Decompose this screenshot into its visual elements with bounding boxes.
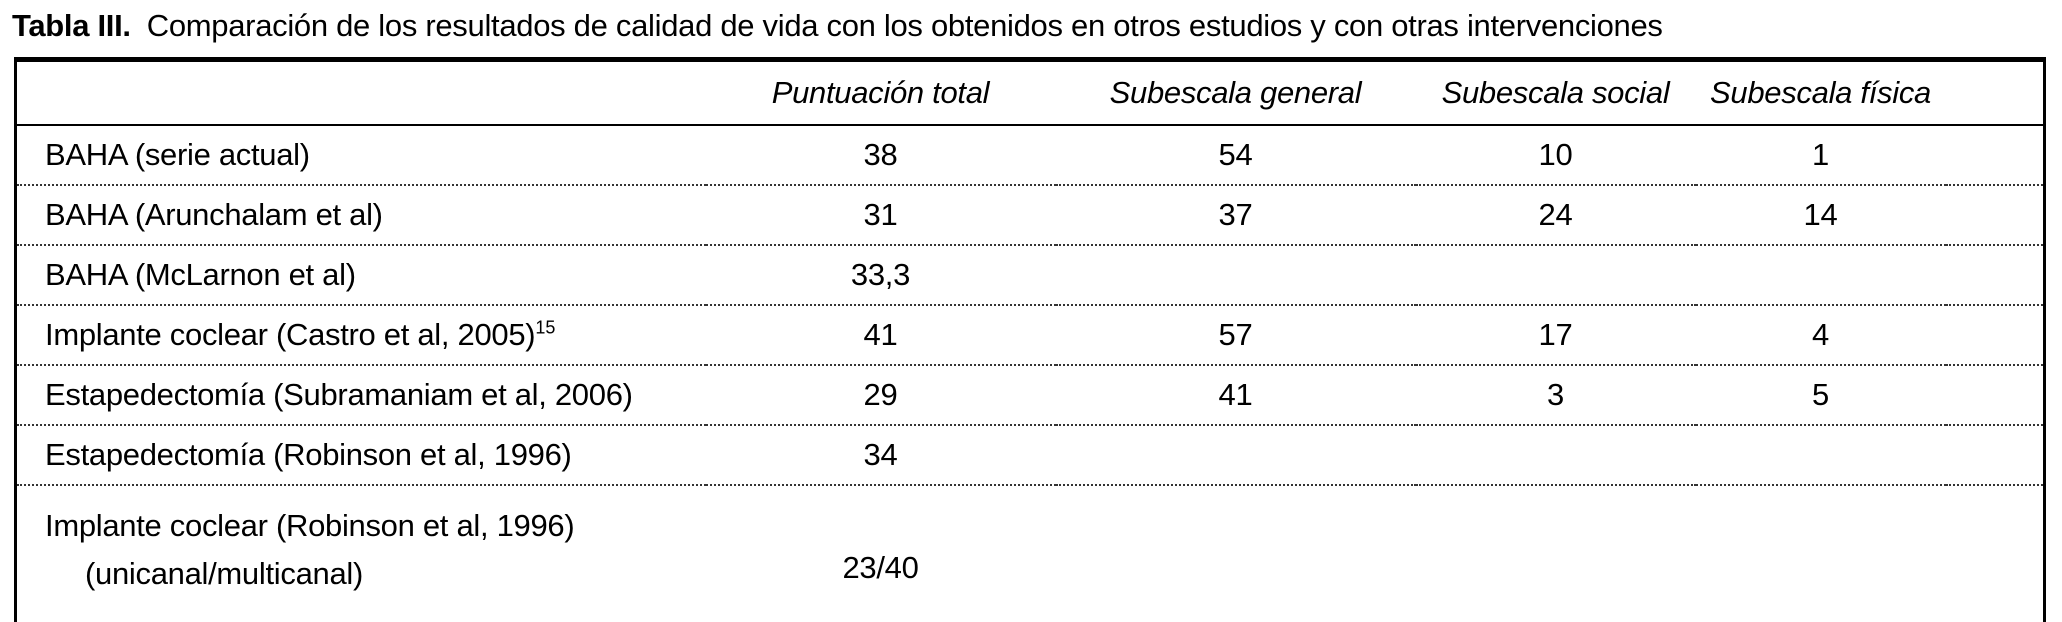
column-header-subescala-fisica: Subescala física	[1695, 59, 1946, 126]
row-label-text: BAHA (McLarnon et al)	[45, 257, 356, 292]
table-caption-text: Comparación de los resultados de calidad…	[146, 8, 1663, 43]
cell-subescala-fisica	[1695, 484, 1946, 622]
cell-subescala-social: 24	[1415, 184, 1696, 245]
cell-spacer	[1945, 484, 2045, 622]
cell-subescala-general: 54	[1218, 137, 1253, 172]
cell-subescala-social: 3	[1415, 364, 1696, 425]
column-header-empty	[15, 59, 706, 126]
cell-subescala-general	[1055, 484, 1416, 622]
row-label: Implante coclear (Robinson et al, 1996) …	[15, 484, 706, 622]
cell-subescala-fisica: 1	[1812, 137, 1829, 172]
row-label-text: Estapedectomía (Robinson et al, 1996)	[45, 437, 572, 472]
cell-spacer	[1945, 424, 2045, 485]
column-header-subescala-social: Subescala social	[1415, 59, 1696, 126]
table-row-estapedectomia-subramaniam: Estapedectomía (Subramaniam et al, 2006)…	[15, 364, 2045, 425]
cell-subescala-social	[1415, 484, 1696, 622]
cell-subescala-general	[1055, 424, 1416, 485]
row-label: Estapedectomía (Robinson et al, 1996)	[15, 424, 706, 485]
cell-puntuacion-total: 38	[863, 137, 898, 172]
cell-puntuacion-total: 29	[705, 364, 1056, 425]
cell-spacer	[1945, 244, 2045, 305]
table-caption: Tabla III. Comparación de los resultados …	[12, 8, 2062, 44]
column-header-subescala-general: Subescala general	[1055, 59, 1416, 126]
cell-spacer	[1946, 125, 2045, 185]
row-label: BAHA (Arunchalam et al)	[15, 184, 706, 245]
row-label: BAHA (serie actual)	[16, 125, 706, 185]
table-header-row: Puntuación total Subescala general Subes…	[15, 59, 2045, 126]
reference-superscript: 15	[535, 317, 556, 338]
cell-puntuacion-total: 41	[705, 304, 1056, 365]
cell-subescala-general: 57	[1055, 304, 1416, 365]
table-row-implante-coclear-robinson: Implante coclear (Robinson et al, 1996) …	[15, 484, 2045, 622]
cell-spacer	[1945, 364, 2045, 425]
cell-puntuacion-total: 33,3	[705, 244, 1056, 305]
cell-puntuacion-total: 23/40	[705, 484, 1056, 622]
row-label-text: BAHA (Arunchalam et al)	[45, 197, 383, 232]
table-row-estapedectomia-robinson: Estapedectomía (Robinson et al, 1996) 34	[15, 424, 2045, 485]
row-label: Estapedectomía (Subramaniam et al, 2006)	[15, 364, 706, 425]
cell-subescala-fisica: 5	[1695, 364, 1946, 425]
table-row-baha-arunchalam: BAHA (Arunchalam et al) 31 37 24 14	[15, 184, 2045, 245]
quality-of-life-comparison-table: Puntuación total Subescala general Subes…	[14, 57, 2046, 622]
cell-subescala-social: 17	[1415, 304, 1696, 365]
cell-subescala-general	[1055, 244, 1416, 305]
cell-subescala-social	[1415, 424, 1696, 485]
cell-subescala-fisica: 14	[1695, 184, 1946, 245]
row-label-subtext: (unicanal/multicanal)	[85, 556, 363, 591]
column-header-spacer	[1945, 59, 2045, 126]
row-label: Implante coclear (Castro et al, 2005)15	[15, 304, 706, 365]
cell-subescala-general: 37	[1055, 184, 1416, 245]
row-label-text: Implante coclear (Robinson et al, 1996)	[45, 508, 575, 543]
table-row-baha-serie-actual: BAHA (serie actual) 38 54 10 1	[16, 125, 2045, 185]
cell-spacer	[1945, 184, 2045, 245]
table-row-baha-mclarnon: BAHA (McLarnon et al) 33,3	[15, 244, 2045, 305]
column-header-puntuacion-total: Puntuación total	[705, 59, 1056, 126]
row-label-text: Estapedectomía (Subramaniam et al, 2006)	[45, 377, 633, 412]
cell-subescala-fisica: 4	[1695, 304, 1946, 365]
table-row-implante-coclear-castro: Implante coclear (Castro et al, 2005)15 …	[15, 304, 2045, 365]
cell-subescala-general: 41	[1055, 364, 1416, 425]
cell-subescala-social: 10	[1538, 137, 1573, 172]
cell-subescala-social	[1415, 244, 1696, 305]
cell-subescala-fisica	[1695, 244, 1946, 305]
cell-spacer	[1945, 304, 2045, 365]
row-label-text: Implante coclear (Castro et al, 2005)	[45, 317, 536, 352]
cell-puntuacion-total: 31	[705, 184, 1056, 245]
cell-subescala-fisica	[1695, 424, 1946, 485]
table-caption-number: Tabla III.	[12, 8, 131, 43]
cell-puntuacion-total: 34	[705, 424, 1056, 485]
row-label-text: BAHA (serie actual)	[45, 137, 310, 172]
row-label: BAHA (McLarnon et al)	[15, 244, 706, 305]
